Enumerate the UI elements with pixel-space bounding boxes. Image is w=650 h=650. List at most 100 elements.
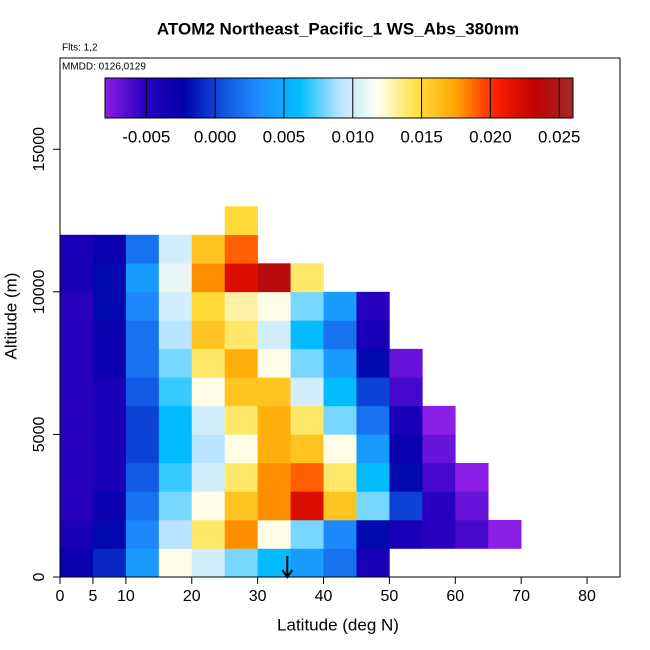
heatmap-cell xyxy=(290,434,324,464)
colorbar-tick-label: 0.000 xyxy=(194,127,237,146)
heatmap-cell xyxy=(422,462,456,492)
heatmap-cell xyxy=(125,320,160,350)
subtitle: Flts: 1,2 xyxy=(62,43,98,54)
heatmap-cell xyxy=(323,291,357,321)
heatmap-cell xyxy=(290,405,324,435)
heatmap-cell xyxy=(224,434,258,464)
heatmap-cell xyxy=(191,405,226,435)
y-tick-label: 10000 xyxy=(31,269,48,314)
heatmap-cell xyxy=(323,377,357,407)
heatmap-cell xyxy=(158,263,193,293)
heatmap-cell xyxy=(60,291,94,321)
heatmap-cell xyxy=(290,519,324,549)
heatmap-cell xyxy=(92,348,127,378)
heatmap-cell xyxy=(290,548,324,578)
heatmap-cell xyxy=(92,548,127,578)
colorbar-tick-label: 0.025 xyxy=(538,127,581,146)
heatmap-cell xyxy=(158,491,193,521)
heatmap-cell xyxy=(60,263,94,293)
heatmap-cell xyxy=(323,434,357,464)
heatmap-cell xyxy=(125,377,160,407)
heatmap-cell xyxy=(158,405,193,435)
heatmap-cell xyxy=(158,519,193,549)
heatmap-cell xyxy=(356,548,390,578)
heatmap-cell xyxy=(191,234,226,264)
heatmap-cell xyxy=(158,462,193,492)
heatmap-cell xyxy=(125,234,160,264)
heatmap-cell xyxy=(125,491,160,521)
heatmap-cell xyxy=(356,320,390,350)
heatmap-cell xyxy=(389,462,423,492)
heatmap-cell xyxy=(60,348,94,378)
colorbar-tick-label: 0.005 xyxy=(263,127,306,146)
heatmap-cell xyxy=(224,320,258,350)
heatmap-cell xyxy=(92,519,127,549)
heatmap-cell xyxy=(125,263,160,293)
heatmap-cell xyxy=(257,348,291,378)
heatmap-cell xyxy=(257,434,291,464)
x-tick-label: 80 xyxy=(578,588,596,605)
heatmap-cell xyxy=(224,491,258,521)
heatmap-cell xyxy=(290,377,324,407)
heatmap-cell xyxy=(60,405,94,435)
heatmap-cell xyxy=(60,434,94,464)
heatmap-cell xyxy=(224,263,258,293)
heatmap-cell xyxy=(356,462,390,492)
heatmap-cell xyxy=(290,348,324,378)
heatmap-cell xyxy=(158,234,193,264)
heatmap-cell xyxy=(389,377,423,407)
heatmap-cell xyxy=(125,348,160,378)
y-tick-label: 5000 xyxy=(31,417,48,453)
chart-title: ATOM2 Northeast_Pacific_1 WS_Abs_380nm xyxy=(157,19,519,38)
heatmap-cell xyxy=(323,491,357,521)
heatmap-cell xyxy=(125,462,160,492)
heatmap-cell xyxy=(290,291,324,321)
heatmap-cell xyxy=(356,377,390,407)
latitude-arrow xyxy=(281,556,294,579)
heatmap-cell xyxy=(389,405,423,435)
x-tick-label: 20 xyxy=(183,588,201,605)
heatmap-cell xyxy=(191,548,226,578)
heatmap-cell xyxy=(191,462,226,492)
heatmap-cell xyxy=(191,291,226,321)
heatmap-cell xyxy=(158,320,193,350)
colorbar xyxy=(104,77,574,119)
heatmap-cell xyxy=(323,405,357,435)
heatmap-cell xyxy=(191,491,226,521)
heatmap-cell xyxy=(60,320,94,350)
heatmap-cell xyxy=(60,234,94,264)
heatmap-cell xyxy=(389,491,423,521)
heatmap-cell xyxy=(224,291,258,321)
heatmap-cell xyxy=(60,519,94,549)
heatmap-cell xyxy=(257,263,291,293)
heatmap-cell xyxy=(60,548,94,578)
x-tick-label: 5 xyxy=(88,588,97,605)
heatmap-cell xyxy=(488,519,522,549)
heatmap-cell xyxy=(92,291,127,321)
heatmap-cell xyxy=(290,320,324,350)
y-axis-title: Altitude (m) xyxy=(1,273,20,360)
heatmap-cell xyxy=(92,405,127,435)
heatmap-cell xyxy=(323,519,357,549)
heatmap-cell xyxy=(389,434,423,464)
heatmap-cell xyxy=(257,491,291,521)
colorbar-tick-label: 0.010 xyxy=(331,127,374,146)
heatmap-cell xyxy=(257,519,291,549)
heatmap-cell xyxy=(290,462,324,492)
heatmap-cell xyxy=(125,291,160,321)
heatmap-cell xyxy=(257,405,291,435)
heatmap-cell xyxy=(125,519,160,549)
heatmap-cell xyxy=(158,348,193,378)
heatmap-cell xyxy=(224,548,258,578)
colorbar-tick-label: 0.020 xyxy=(469,127,512,146)
heatmap-cell xyxy=(125,434,160,464)
heatmap-cell xyxy=(455,462,489,492)
heatmap-cell xyxy=(389,519,423,549)
heatmap-cell xyxy=(356,405,390,435)
x-tick-label: 30 xyxy=(249,588,267,605)
heatmap-cell xyxy=(257,291,291,321)
heatmap-cell xyxy=(191,320,226,350)
heatmap-cell xyxy=(356,291,390,321)
heatmap-cell xyxy=(224,348,258,378)
heatmap-cell xyxy=(224,377,258,407)
